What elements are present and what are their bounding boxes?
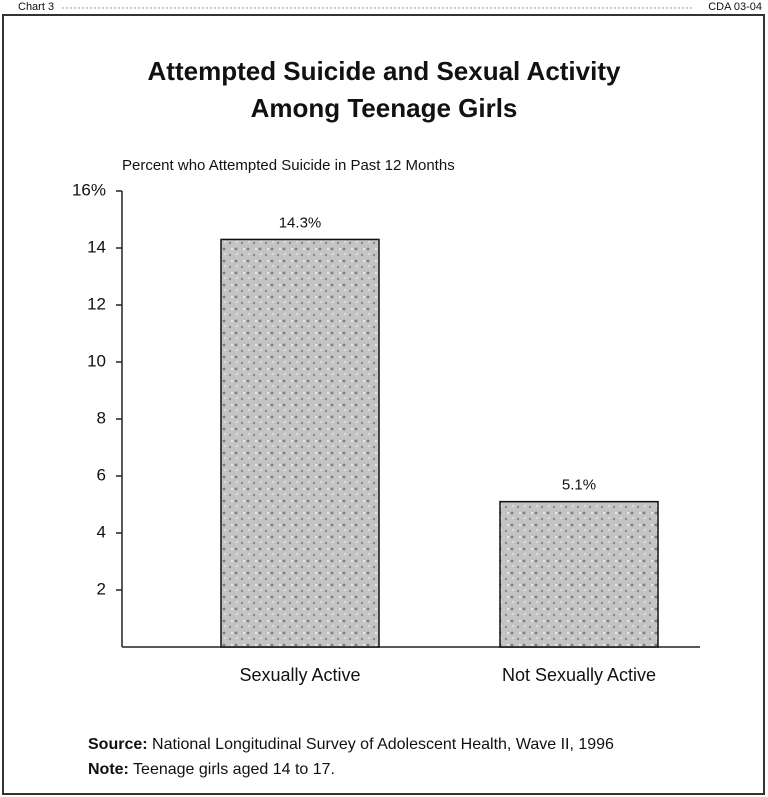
chart-title: Among Teenage Girls <box>251 93 518 123</box>
y-tick-label: 14 <box>87 237 106 256</box>
y-tick-label: 8 <box>97 408 106 427</box>
bar <box>499 500 659 648</box>
bar <box>220 238 380 648</box>
y-tick-label: 16% <box>72 180 106 199</box>
y-tick-label: 10 <box>87 351 106 370</box>
value-label: 14.3% <box>279 214 322 231</box>
y-axis-label: Percent who Attempted Suicide in Past 12… <box>122 157 455 174</box>
source-label: Source: <box>88 736 148 753</box>
x-tick-label: Sexually Active <box>239 665 360 685</box>
note: Note: Teenage girls aged 14 to 17. <box>88 761 335 778</box>
chart-title: Attempted Suicide and Sexual Activity <box>148 56 621 86</box>
note-label: Note: <box>88 761 129 778</box>
frame <box>2 14 765 795</box>
header-left: Chart 3 <box>18 1 54 13</box>
source: Source: National Longitudinal Survey of … <box>88 736 614 753</box>
x-tick-label: Not Sexually Active <box>502 665 656 685</box>
y-tick-label: 4 <box>97 522 106 541</box>
value-label: 5.1% <box>562 477 596 494</box>
header-right: CDA 03-04 <box>708 1 762 13</box>
y-tick-label: 6 <box>97 465 106 484</box>
note-text: Teenage girls aged 14 to 17. <box>133 761 335 778</box>
y-tick-label: 12 <box>87 294 106 313</box>
y-tick-label: 2 <box>97 579 106 598</box>
source-text: National Longitudinal Survey of Adolesce… <box>152 736 614 753</box>
